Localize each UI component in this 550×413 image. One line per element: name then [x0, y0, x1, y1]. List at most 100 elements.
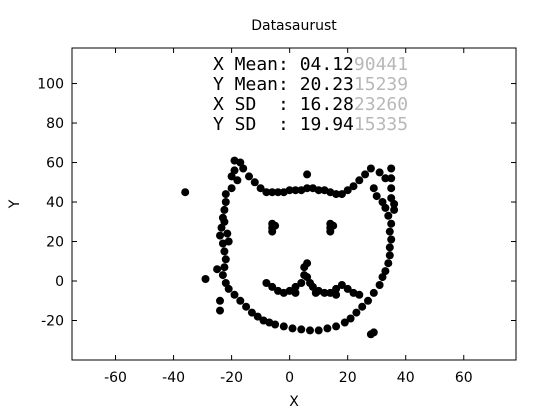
data-point — [291, 186, 300, 195]
stat-value: 04.12 — [300, 54, 354, 75]
data-point — [306, 326, 314, 335]
data-point — [221, 279, 230, 287]
data-point — [372, 192, 381, 201]
data-point — [303, 184, 312, 193]
data-point — [262, 188, 271, 197]
data-point — [385, 251, 394, 260]
stats-line: Y SD : 19.9415335 — [213, 114, 408, 135]
data-point — [181, 188, 190, 197]
x-tick-label: -60 — [104, 370, 127, 386]
data-point — [381, 267, 390, 276]
data-point — [216, 296, 224, 305]
data-point — [223, 229, 232, 238]
data-point — [358, 302, 367, 311]
y-tick-label: 40 — [46, 195, 64, 211]
stat-value-extra-digits: 23260 — [354, 94, 408, 115]
data-point — [349, 182, 358, 191]
data-point — [320, 288, 329, 297]
data-point — [291, 282, 300, 291]
data-point — [385, 227, 394, 236]
stat-label: X Mean: — [213, 54, 300, 75]
data-point — [343, 186, 352, 195]
stat-value-extra-digits: 90441 — [354, 54, 408, 75]
data-point — [332, 322, 341, 331]
data-point — [274, 188, 282, 197]
data-point — [291, 288, 300, 297]
data-point — [279, 322, 288, 331]
stats-line: Y Mean: 20.2315239 — [213, 74, 408, 95]
data-point — [224, 284, 233, 293]
data-point — [227, 184, 236, 193]
stats-line: X Mean: 04.1290441 — [213, 54, 408, 75]
stat-label: Y Mean: — [213, 74, 300, 95]
data-point — [221, 198, 230, 206]
stat-value-extra-digits: 15335 — [354, 114, 408, 135]
plot-frame — [71, 47, 517, 361]
data-point — [352, 308, 361, 317]
data-points — [181, 156, 399, 339]
data-point — [227, 172, 236, 181]
data-point — [384, 211, 393, 220]
data-point — [236, 296, 245, 305]
data-point — [366, 164, 375, 173]
data-point — [268, 227, 277, 236]
data-point — [375, 168, 384, 177]
data-point — [230, 166, 239, 175]
data-point — [285, 186, 294, 195]
data-point — [355, 176, 364, 185]
data-point — [224, 237, 233, 246]
x-tick-label: 40 — [397, 370, 415, 386]
data-point — [220, 205, 229, 214]
data-point — [201, 275, 210, 283]
data-point — [220, 247, 229, 256]
data-point — [340, 318, 349, 327]
data-point — [337, 281, 346, 289]
data-point — [364, 296, 372, 305]
data-point — [343, 284, 352, 293]
stat-label: X SD : — [213, 94, 300, 115]
stat-label: Y SD : — [213, 114, 300, 135]
data-point — [387, 194, 396, 203]
data-point — [390, 205, 399, 214]
data-point — [253, 312, 262, 321]
data-point — [385, 243, 394, 252]
data-point — [220, 217, 229, 226]
stat-value: 19.94 — [300, 114, 354, 135]
data-point — [387, 219, 396, 228]
data-point — [213, 265, 222, 274]
data-point — [323, 324, 332, 333]
data-point — [297, 279, 306, 287]
data-point — [242, 302, 251, 311]
data-point — [314, 186, 323, 195]
data-point — [220, 263, 229, 272]
data-point — [250, 178, 259, 187]
data-point — [326, 227, 335, 236]
data-point — [268, 282, 277, 291]
data-point — [314, 326, 323, 335]
data-point — [216, 306, 224, 315]
data-point — [337, 190, 346, 199]
stat-value-extra-digits: 15239 — [354, 74, 408, 95]
data-point — [288, 324, 297, 333]
stat-value: 16.28 — [300, 94, 354, 115]
data-point — [239, 164, 248, 173]
data-point — [245, 172, 253, 181]
data-point — [369, 288, 378, 297]
data-point — [308, 282, 317, 291]
data-point — [332, 290, 341, 299]
data-point — [390, 200, 399, 208]
data-point — [221, 255, 230, 264]
y-tick-label: 20 — [46, 235, 64, 251]
data-point — [218, 271, 227, 280]
data-point — [378, 273, 387, 282]
data-point — [247, 308, 256, 317]
data-point — [366, 330, 375, 339]
data-point — [303, 259, 312, 268]
stat-value: 20.23 — [300, 74, 354, 95]
data-point — [262, 279, 271, 287]
data-point — [346, 314, 355, 323]
data-point — [329, 221, 338, 230]
x-tick-label: 20 — [339, 370, 357, 386]
